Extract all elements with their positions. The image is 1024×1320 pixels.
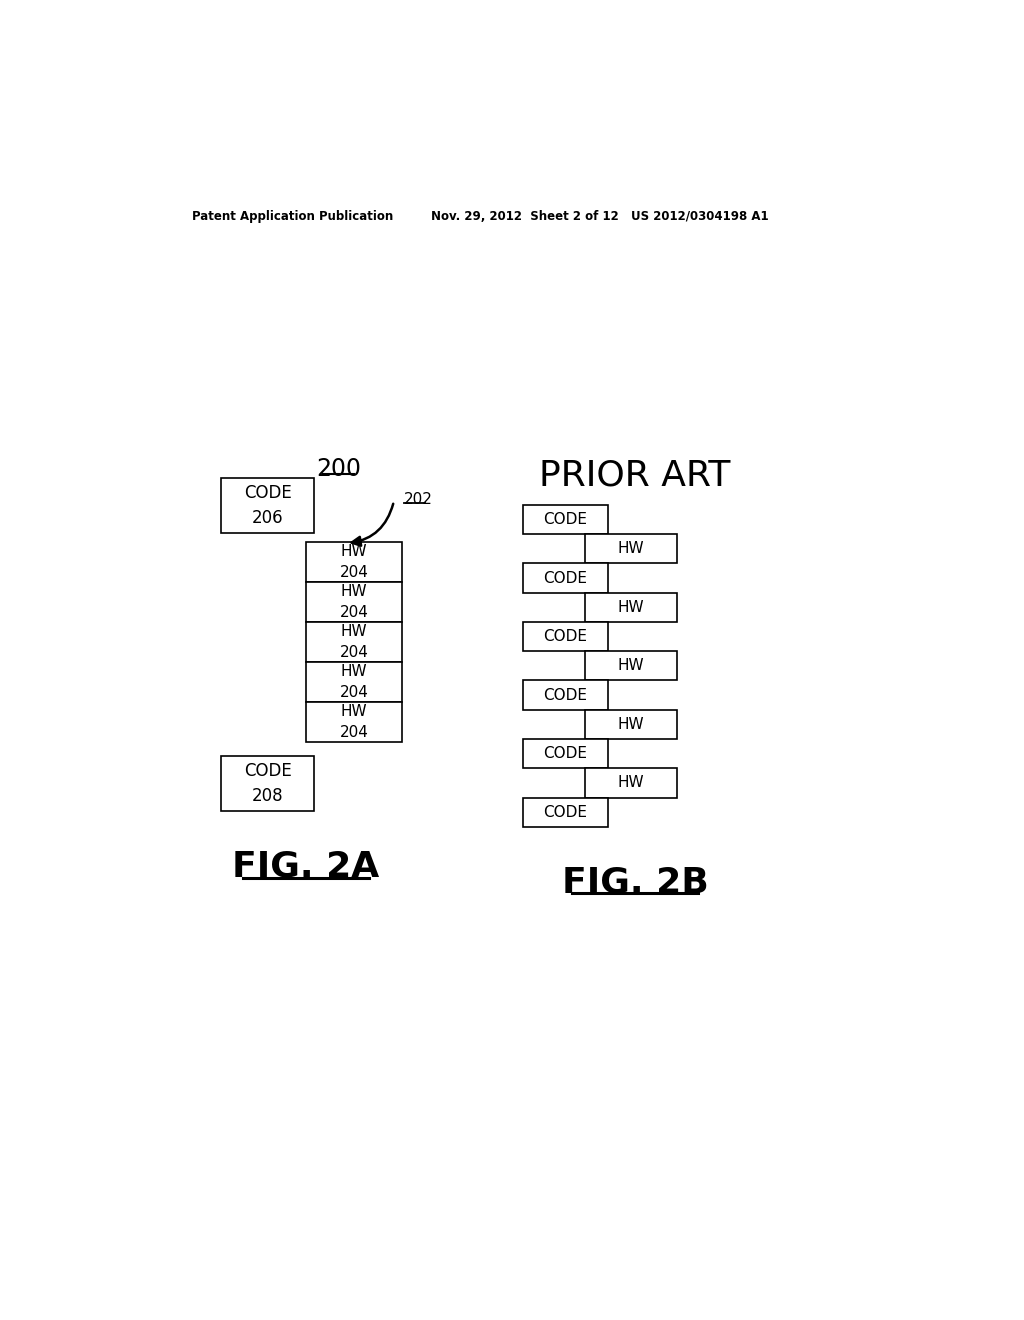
Text: HW: HW: [617, 717, 644, 731]
Text: CODE
208: CODE 208: [244, 762, 292, 805]
Text: CODE: CODE: [544, 512, 588, 527]
Bar: [523, 622, 608, 651]
Text: CODE: CODE: [544, 688, 588, 702]
Text: CODE: CODE: [544, 630, 588, 644]
Bar: [221, 756, 313, 812]
Bar: [523, 564, 608, 593]
Text: CODE: CODE: [544, 746, 588, 762]
Bar: [306, 663, 402, 702]
Text: FIG. 2B: FIG. 2B: [561, 866, 709, 899]
Text: Patent Application Publication: Patent Application Publication: [193, 210, 393, 223]
Text: Nov. 29, 2012  Sheet 2 of 12: Nov. 29, 2012 Sheet 2 of 12: [431, 210, 618, 223]
Text: HW: HW: [617, 659, 644, 673]
Text: FIG. 2A: FIG. 2A: [232, 850, 380, 884]
Bar: [585, 651, 677, 681]
Text: CODE: CODE: [544, 570, 588, 586]
Text: HW: HW: [617, 775, 644, 791]
Text: CODE: CODE: [544, 805, 588, 820]
Text: HW: HW: [617, 599, 644, 615]
Text: 202: 202: [403, 492, 433, 507]
Bar: [306, 702, 402, 742]
Bar: [523, 797, 608, 826]
Text: HW: HW: [617, 541, 644, 556]
Text: PRIOR ART: PRIOR ART: [540, 459, 730, 492]
Text: HW
204: HW 204: [340, 624, 369, 660]
Text: US 2012/0304198 A1: US 2012/0304198 A1: [631, 210, 769, 223]
Bar: [523, 506, 608, 535]
Text: 200: 200: [316, 457, 361, 482]
Bar: [306, 622, 402, 663]
Bar: [585, 710, 677, 739]
Text: CODE
206: CODE 206: [244, 484, 292, 527]
Text: HW
204: HW 204: [340, 664, 369, 700]
Bar: [585, 593, 677, 622]
Bar: [523, 739, 608, 768]
Bar: [221, 478, 313, 533]
Bar: [523, 681, 608, 710]
Text: HW
204: HW 204: [340, 583, 369, 620]
Bar: [306, 582, 402, 622]
Bar: [585, 768, 677, 797]
Text: HW
204: HW 204: [340, 704, 369, 741]
Text: HW
204: HW 204: [340, 544, 369, 579]
Bar: [306, 543, 402, 582]
Bar: [585, 535, 677, 564]
